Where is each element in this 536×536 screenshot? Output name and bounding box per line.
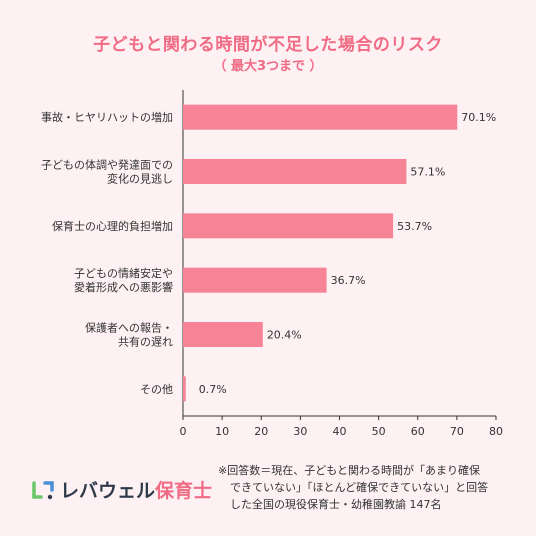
bar-value-label: 70.1% [461, 111, 496, 124]
brand-logo: レバウェル 保育士 [30, 476, 212, 503]
footnote: ※回答数＝現在、子どもと関わる時間が「あまり確保 できていない」「ほとんど確保で… [218, 462, 518, 513]
bar [183, 104, 458, 130]
x-tick-label: 60 [411, 425, 425, 438]
category-label: 保護者への報告・ [85, 321, 173, 335]
category-label: 共有の遅れ [118, 335, 173, 349]
category-label: 事故・ヒヤリハットの増加 [41, 110, 173, 124]
footnote-line: できていない」「ほとんど確保できていない」と回答 [230, 481, 489, 494]
category-label: 保育士の心理的負担増加 [52, 219, 173, 233]
x-tick-label: 80 [489, 425, 503, 438]
x-tick-label: 20 [254, 425, 268, 438]
chart-title: 子どもと関わる時間が不足した場合のリスク [93, 35, 443, 55]
bar-value-label: 36.7% [331, 274, 366, 287]
bar-value-label: 53.7% [397, 220, 432, 233]
footnote-line: した全国の現役保育士・幼稚園教諭 147名 [230, 498, 442, 511]
logo-accent-text: 保育士 [155, 480, 213, 502]
category-label: 子どもの体調や発達面での [41, 158, 173, 172]
bar [183, 159, 407, 184]
x-tick-label: 30 [293, 425, 307, 438]
x-tick-label: 50 [372, 425, 386, 438]
bar-value-label: 20.4% [267, 329, 302, 342]
bar-value-label: 0.7% [199, 383, 227, 396]
logo-brand-text: レバウェル [60, 480, 156, 502]
category-label: 愛着形成への悪影響 [74, 280, 173, 294]
x-tick-label: 70 [450, 425, 464, 438]
bar-value-label: 57.1% [410, 166, 445, 179]
category-label: 子どもの情緒安定や [74, 266, 173, 280]
category-label: その他 [140, 383, 173, 396]
bar [183, 267, 327, 293]
bar [183, 376, 186, 402]
bar-chart: 0 10 20 30 40 50 60 70 80 70.1% 事故・ヒヤリハットの増加 57.1% 子… [41, 90, 503, 438]
bar [183, 213, 394, 239]
x-tick-label: 0 [180, 425, 187, 438]
x-tick-label: 40 [333, 425, 347, 438]
bar [183, 322, 263, 347]
logo-mark-icon [32, 480, 54, 499]
chart-subtitle: （ 最大3つまで ） [213, 59, 323, 74]
footnote-line: ※回答数＝現在、子どもと関わる時間が「あまり確保 [218, 464, 480, 477]
x-tick-label: 10 [215, 425, 229, 438]
category-label: 変化の見逃し [107, 172, 173, 186]
